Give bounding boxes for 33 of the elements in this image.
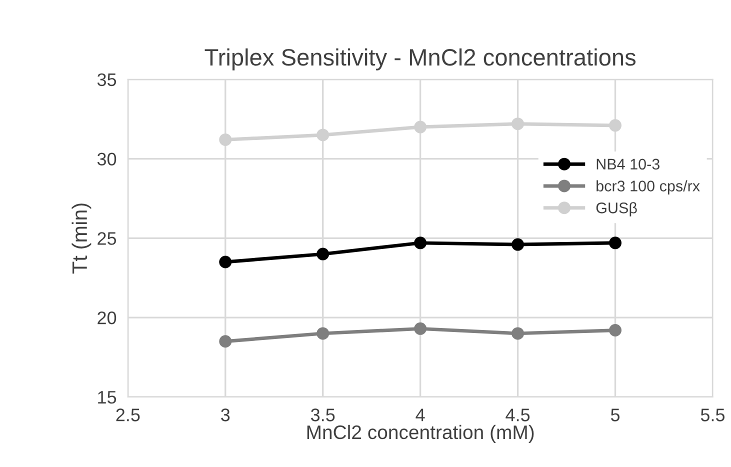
- point: [316, 327, 330, 340]
- x-tick-label: 3.5: [311, 408, 335, 422]
- point: [219, 133, 232, 146]
- point: [414, 322, 427, 335]
- y-tick-label: 25: [98, 232, 116, 245]
- x-tick-label: 5: [610, 408, 620, 422]
- x-axis-title: MnCl2 concentration (mM): [307, 424, 534, 444]
- point: [219, 335, 232, 348]
- point: [316, 248, 330, 260]
- point: [609, 119, 622, 132]
- point: [414, 236, 427, 250]
- point: [512, 327, 524, 340]
- x-tick-label: 5.5: [700, 408, 725, 422]
- point: [512, 118, 524, 130]
- point: [414, 120, 427, 134]
- x-tick-label: 3: [221, 408, 230, 422]
- y-tick-label: 20: [98, 311, 116, 324]
- point: [219, 256, 232, 268]
- y-axis-title: Tt (min): [72, 204, 92, 274]
- x-tick-label: 2.5: [116, 408, 140, 422]
- legend-label: GUSβ: [596, 202, 637, 216]
- point: [512, 238, 524, 251]
- point: [609, 236, 622, 250]
- chart-title: Triplex Sensitivity - MnCl2 concentrations: [204, 48, 636, 70]
- y-tick-label: 15: [98, 391, 116, 404]
- legend-label: bcr3 100 cps/rx: [596, 180, 700, 194]
- point: [316, 128, 330, 142]
- x-tick-label: 4: [416, 408, 425, 422]
- legend-label: NB4 10-3: [596, 158, 660, 170]
- y-tick-label: 30: [97, 152, 116, 166]
- x-tick-label: 4.5: [506, 408, 530, 422]
- point: [609, 324, 622, 337]
- y-tick-label: 35: [97, 73, 116, 86]
